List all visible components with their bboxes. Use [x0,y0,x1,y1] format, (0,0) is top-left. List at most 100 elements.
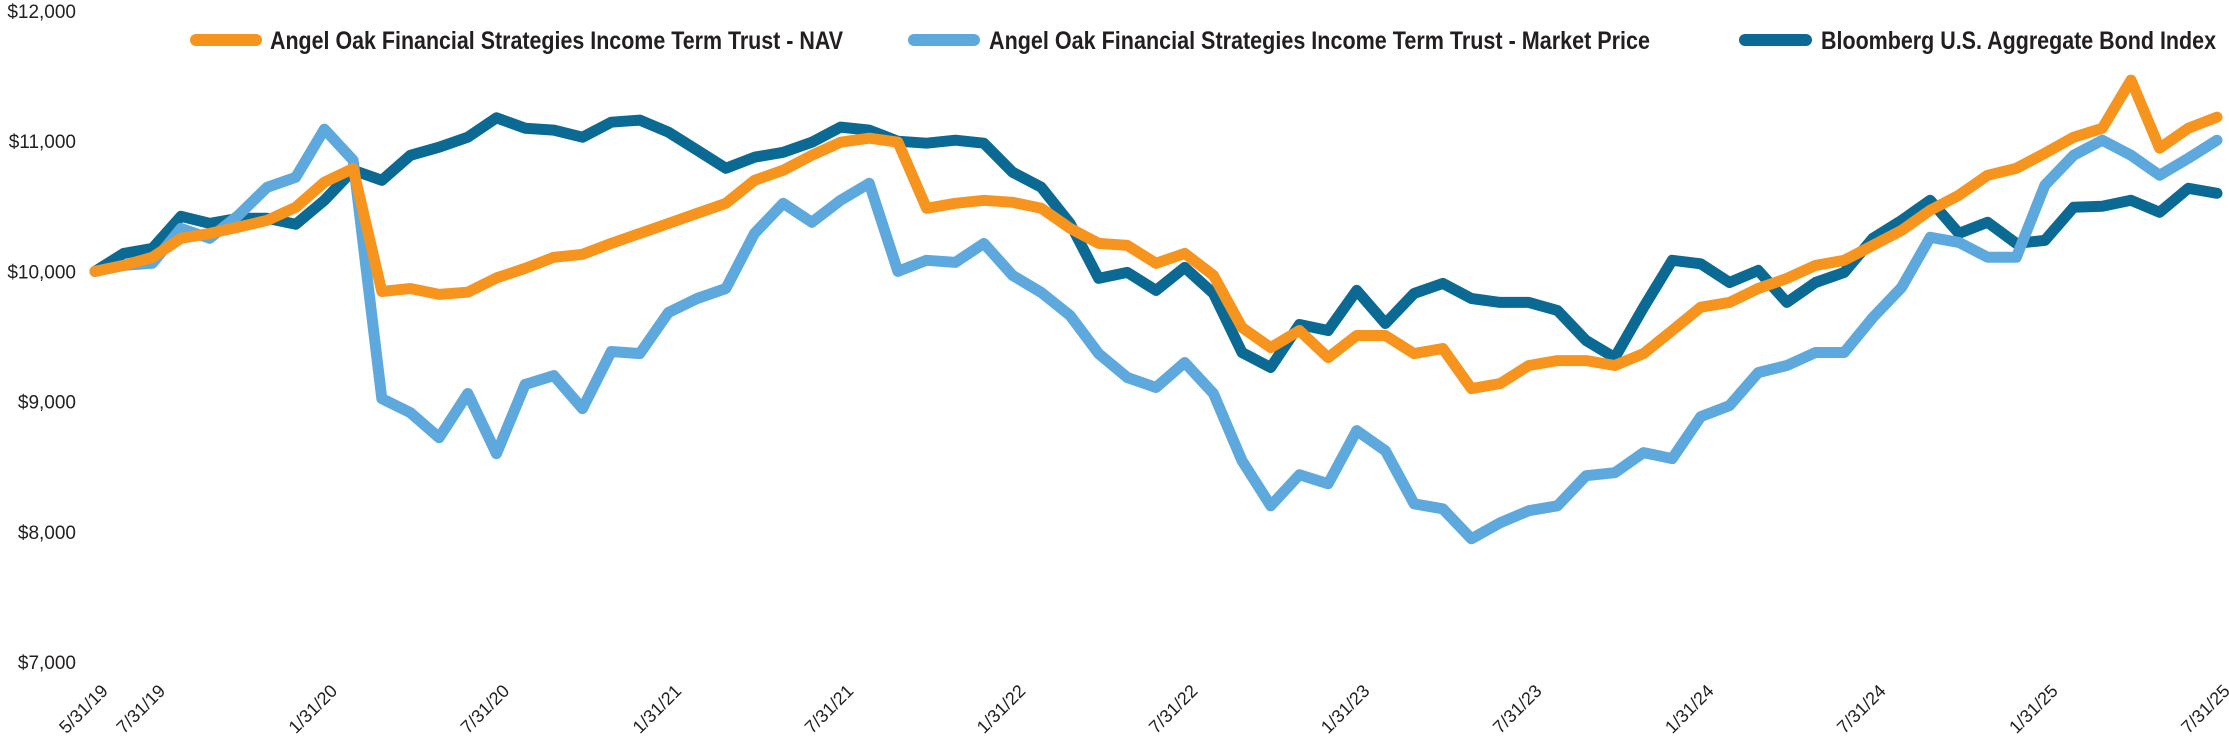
legend-label-nav: Angel Oak Financial Strategies Income Te… [270,27,843,55]
data-point-nav [1925,205,1935,215]
data-point-bloomberg [1352,285,1362,295]
data-point-market-price [1323,479,1333,489]
data-point-bloomberg [721,163,731,173]
data-point-bloomberg [1639,303,1649,313]
data-point-nav [1151,258,1161,268]
data-point-market-price [377,394,387,404]
data-point-bloomberg [291,219,301,229]
legend-item-market-price[interactable]: Angel Oak Financial Strategies Income Te… [908,27,1650,55]
data-point-nav [1036,203,1046,213]
data-point-bloomberg [2155,207,2165,217]
data-point-market-price [1725,401,1735,411]
y-tick-label: $7,000 [18,653,76,674]
data-point-bloomberg [1094,273,1104,283]
data-point-bloomberg [205,218,215,228]
data-point-nav [1208,270,1218,280]
data-point-market-price [1524,506,1534,516]
data-point-nav [291,202,301,212]
legend-label-bloomberg: Bloomberg U.S. Aggregate Bond Index [1821,27,2216,55]
data-point-nav [176,233,186,243]
data-point-nav [1008,197,1018,207]
data-point-bloomberg [2069,202,2079,212]
data-point-nav [1667,326,1677,336]
data-point-nav [1065,223,1075,233]
data-point-nav [979,195,989,205]
data-point-market-price [1466,534,1476,544]
data-point-market-price [1438,504,1448,514]
data-point-market-price [864,178,874,188]
series-lines [89,74,2223,545]
data-point-market-price [176,223,186,233]
data-point-bloomberg [520,123,530,133]
data-point-bloomberg [578,132,588,142]
x-tick-label: 1/31/24 [1661,681,1718,738]
data-point-bloomberg [1782,297,1792,307]
data-point-nav [721,198,731,208]
data-point-nav [119,260,129,270]
data-point-bloomberg [1438,278,1448,288]
data-point-market-price [319,124,329,134]
data-point-market-price [750,228,760,238]
data-point-nav [578,249,588,259]
data-point-nav [1983,170,1993,180]
data-point-nav [463,287,473,297]
data-point-market-price [1983,252,1993,262]
data-point-nav [1753,284,1763,294]
data-point-nav [1122,240,1132,250]
data-point-bloomberg [1524,297,1534,307]
data-point-market-price [1610,468,1620,478]
data-point-market-price [2183,153,2193,163]
data-point-bloomberg [1581,336,1591,346]
y-tick-label: $8,000 [18,523,76,544]
data-point-market-price [233,210,243,220]
data-point-bloomberg [1380,319,1390,329]
data-point-bloomberg [1036,182,1046,192]
data-point-market-price [1553,501,1563,511]
x-axis: 5/31/19 7/31/19 1/31/20 7/31/20 1/31/21 7/31/… [55,681,2229,738]
data-point-bloomberg [1266,363,1276,373]
data-point-bloomberg [1667,255,1677,265]
data-point-nav [1524,361,1534,371]
data-point-market-price [2011,252,2021,262]
data-point-market-price [405,408,415,418]
data-point-market-price [1352,426,1362,436]
data-point-bloomberg [1983,217,1993,227]
data-point-market-price [893,266,903,276]
data-point-nav [2155,143,2165,153]
data-point-nav [1180,248,1190,258]
data-point-nav [1094,238,1104,248]
x-tick-label: 1/31/25 [2005,681,2062,738]
data-point-bloomberg [2097,201,2107,211]
data-point-bloomberg [1151,285,1161,295]
data-point-market-price [2097,135,2107,145]
x-tick-label: 7/31/21 [801,681,858,738]
data-point-nav [807,150,817,160]
data-point-nav [520,263,530,273]
data-point-nav [1352,331,1362,341]
data-point-bloomberg [1811,278,1821,288]
data-point-nav [635,228,645,238]
data-point-nav [233,222,243,232]
data-point-market-price [635,349,645,359]
data-point-market-price [520,380,530,390]
x-tick-label: 1/31/23 [1317,681,1374,738]
data-point-market-price [1208,389,1218,399]
data-point-market-price [721,284,731,294]
x-tick-label: 1/31/22 [973,681,1030,738]
data-point-market-price [1495,518,1505,528]
x-tick-label: 5/31/19 [55,681,112,738]
data-point-nav [1868,240,1878,250]
data-point-nav [836,137,846,147]
data-point-bloomberg [750,152,760,162]
x-tick-label: 7/31/20 [457,681,514,738]
data-point-bloomberg [1839,267,1849,277]
data-point-bloomberg [319,195,329,205]
data-point-bloomberg [807,137,817,147]
data-point-bloomberg [492,113,502,123]
data-point-bloomberg [377,175,387,185]
legend-item-bloomberg[interactable]: Bloomberg U.S. Aggregate Bond Index [1739,27,2216,55]
data-point-bloomberg [2212,188,2222,198]
legend-item-nav[interactable]: Angel Oak Financial Strategies Income Te… [190,27,843,55]
legend-label-market-price: Angel Oak Financial Strategies Income Te… [989,27,1650,55]
